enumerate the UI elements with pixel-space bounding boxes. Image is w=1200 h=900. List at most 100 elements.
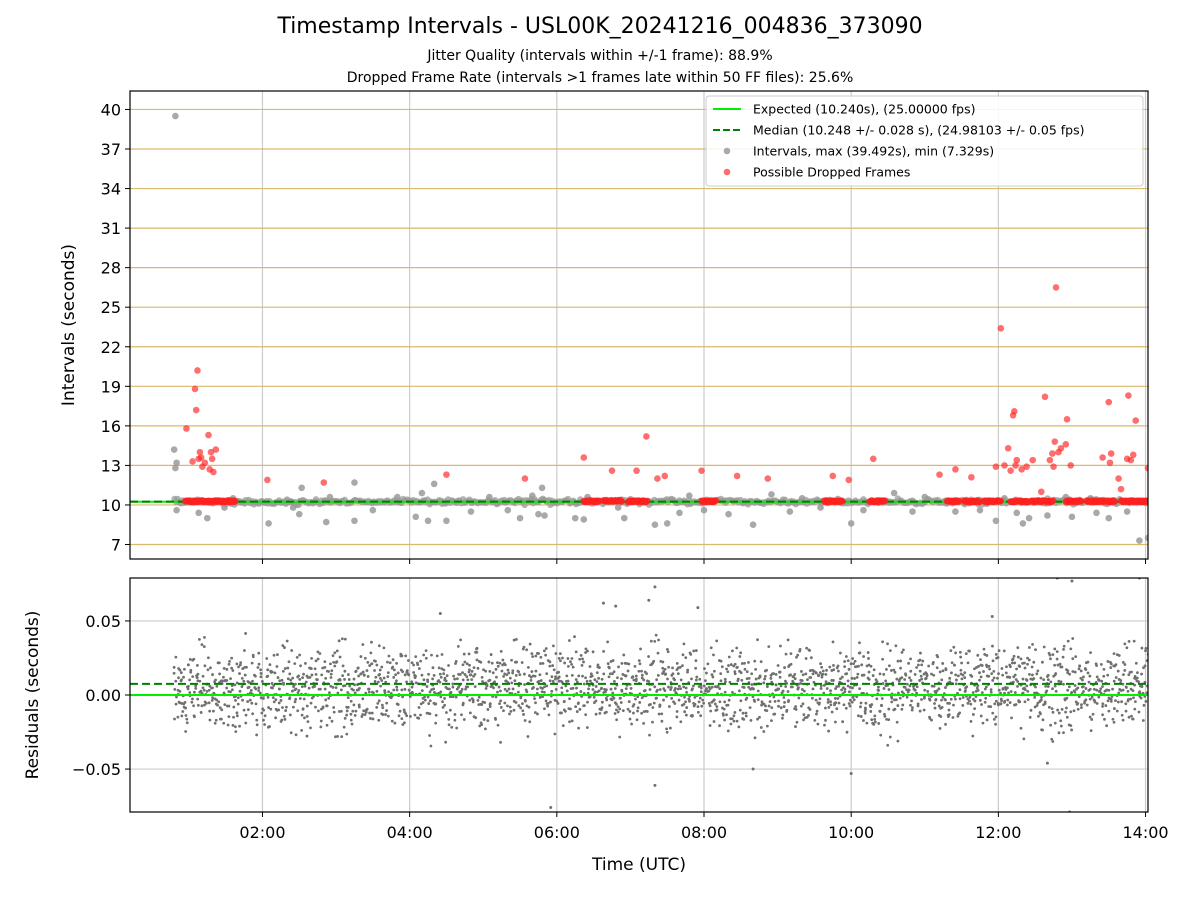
residual-point [961, 673, 965, 677]
residual-point [976, 684, 980, 688]
residual-point [1031, 643, 1034, 646]
residual-point [856, 672, 860, 676]
residual-point [246, 700, 250, 703]
residual-point [877, 685, 880, 689]
interval-point [203, 514, 211, 522]
residual-point [732, 719, 736, 723]
residual-point [1106, 699, 1110, 703]
residual-point [971, 691, 975, 694]
residual-point [581, 657, 584, 661]
interval-point [860, 506, 867, 514]
residual-point [1133, 700, 1137, 704]
residual-point [883, 712, 886, 716]
residual-point [594, 712, 598, 716]
residual-point [890, 669, 893, 672]
residual-point [605, 688, 608, 692]
residual-point [679, 678, 683, 682]
residual-point [1109, 666, 1113, 669]
residual-point [836, 697, 840, 700]
residual-point [392, 688, 396, 692]
residual-point [933, 706, 937, 710]
residual-point [200, 704, 204, 708]
residual-point [847, 690, 851, 694]
residual-point [496, 690, 499, 694]
residual-point [1049, 680, 1053, 684]
residual-point [726, 729, 730, 733]
residual-point [217, 700, 221, 704]
residual-point [192, 704, 195, 708]
residual-point [594, 685, 598, 688]
residual-point [182, 675, 185, 679]
residual-point [612, 696, 616, 700]
residual-point [1062, 648, 1065, 651]
residual-point [283, 717, 287, 721]
residual-point [298, 653, 302, 657]
residual-point [262, 708, 266, 712]
residual-point [653, 639, 657, 643]
residual-point [1018, 700, 1022, 704]
residual-point [392, 675, 396, 679]
residual-point [1032, 660, 1036, 664]
residual-point [215, 698, 219, 702]
residual-point [937, 704, 941, 708]
residual-point [202, 688, 206, 692]
residual-point [727, 655, 731, 659]
residual-point [201, 686, 205, 690]
residual-point [1098, 689, 1102, 693]
residual-point [979, 658, 982, 662]
residual-point [619, 696, 622, 700]
residual-point [255, 723, 259, 727]
residual-point [475, 650, 479, 654]
residual-point [983, 687, 987, 691]
residual-point [991, 644, 994, 648]
residual-point [447, 723, 451, 727]
residual-point [1009, 690, 1013, 693]
residual-point [829, 700, 832, 704]
residual-point [1069, 724, 1073, 728]
residual-point [586, 691, 590, 695]
residual-point [461, 678, 465, 682]
residual-point [915, 666, 919, 669]
residual-point [707, 701, 711, 705]
residual-point [178, 689, 182, 693]
dropped-frame-point [968, 473, 975, 481]
residual-point [434, 702, 438, 706]
residual-point [372, 691, 375, 695]
residual-point [873, 720, 877, 724]
residual-point [1073, 690, 1077, 694]
residual-point [386, 675, 390, 679]
residual-point [835, 707, 839, 711]
residual-point [1050, 737, 1054, 741]
residual-point [278, 679, 282, 683]
residual-point [984, 696, 988, 700]
residual-point [205, 689, 209, 693]
residual-point [620, 661, 624, 665]
interval-point [298, 484, 306, 492]
residual-point [1062, 682, 1065, 686]
residual-point [335, 649, 339, 653]
residual-point [468, 668, 471, 672]
residual-point [507, 671, 511, 675]
residual-point [1102, 668, 1106, 671]
residual-point [748, 706, 752, 710]
residual-point [954, 651, 958, 655]
residual-point [471, 698, 475, 702]
residual-point [1095, 688, 1099, 692]
interval-point [768, 491, 775, 498]
residuals-xtick-label: 10:00 [828, 823, 874, 842]
residual-point [712, 720, 716, 723]
residual-point [859, 705, 862, 709]
residual-point [445, 674, 449, 678]
residual-point [844, 706, 848, 710]
residual-point [213, 721, 217, 725]
residual-point [370, 711, 374, 715]
residual-point [506, 668, 510, 672]
residual-point [640, 711, 644, 715]
dropped-frame-point [196, 448, 204, 456]
residual-point [495, 675, 498, 679]
residual-point [1100, 679, 1104, 683]
residual-point [494, 667, 498, 671]
residual-point [722, 707, 726, 711]
dropped-frame-point [845, 476, 853, 484]
residual-point [878, 672, 882, 676]
